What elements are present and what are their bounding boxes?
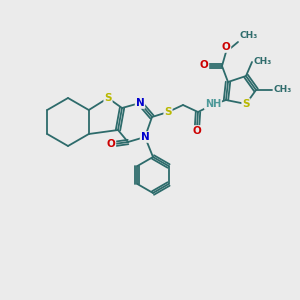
Text: CH₃: CH₃	[240, 31, 258, 40]
Text: O: O	[193, 126, 201, 136]
Text: O: O	[106, 139, 116, 149]
Text: S: S	[164, 107, 172, 117]
Text: O: O	[200, 60, 208, 70]
Text: O: O	[222, 42, 230, 52]
Text: N: N	[136, 98, 144, 108]
Text: CH₃: CH₃	[274, 85, 292, 94]
Text: S: S	[242, 99, 250, 109]
Text: S: S	[104, 93, 112, 103]
Text: NH: NH	[205, 99, 221, 109]
Text: CH₃: CH₃	[254, 58, 272, 67]
Text: N: N	[141, 132, 149, 142]
